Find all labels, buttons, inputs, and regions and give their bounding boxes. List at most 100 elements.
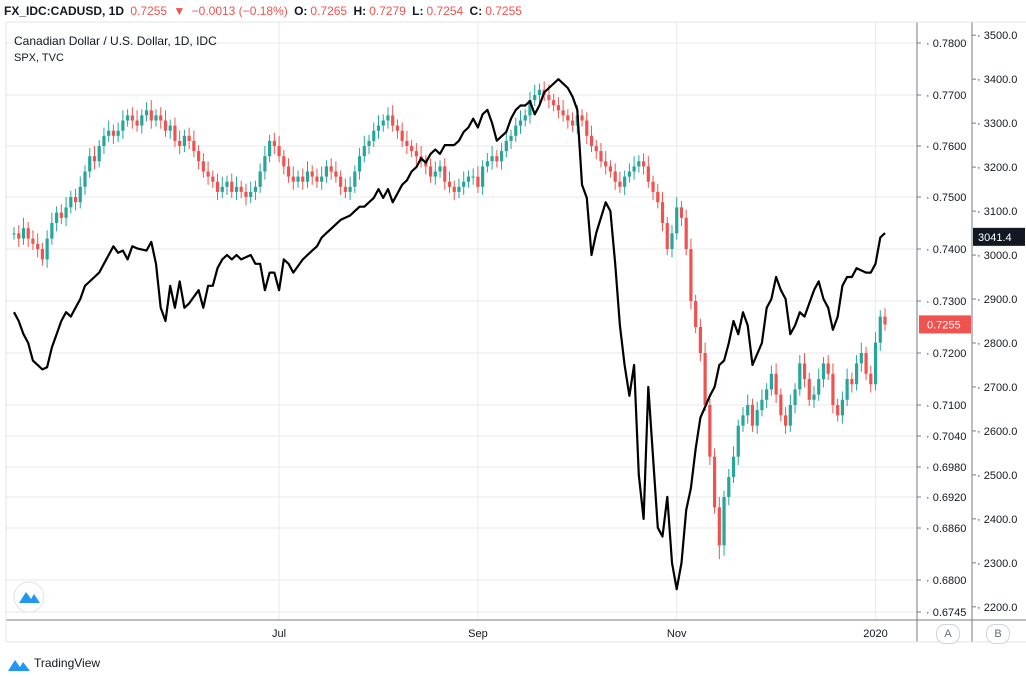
candle-body	[537, 89, 542, 95]
header-high-label: H:	[353, 4, 367, 18]
candle-body	[12, 233, 16, 235]
main-series-legend[interactable]: Canadian Dollar / U.S. Dollar, 1D, IDC	[14, 34, 217, 48]
candle-body	[731, 456, 736, 477]
candle-body	[305, 171, 310, 182]
candle-body	[291, 176, 295, 182]
last-price-badges: 0.7255 3041.4	[919, 227, 1025, 334]
candle-body	[315, 176, 319, 182]
header-symbol: FX_IDC:CADUSD, 1D	[4, 4, 125, 18]
candle-body	[457, 186, 461, 192]
candle-body	[220, 186, 224, 192]
candle-body	[428, 166, 433, 177]
candle-body	[111, 130, 116, 136]
candle-body	[277, 146, 281, 157]
candle-body	[130, 115, 134, 121]
left-axis-label: · 0.7700	[926, 90, 966, 102]
compare-series-legend[interactable]: SPX, TVC	[14, 52, 64, 64]
candle-body	[604, 161, 608, 167]
candle-body	[490, 156, 494, 162]
candle-body	[107, 130, 111, 136]
candle-body	[518, 120, 523, 126]
left-axis-label: · 0.7800	[926, 38, 966, 50]
candle-body	[339, 176, 343, 187]
candle-body	[509, 135, 513, 141]
candle-body	[689, 249, 693, 301]
header-open-label: O:	[294, 4, 308, 18]
candle-body	[854, 363, 859, 385]
header-last-price: 0.7255	[130, 4, 168, 18]
candle-body	[144, 110, 149, 116]
candle-body	[533, 95, 537, 101]
left-axis-label: · 0.6800	[926, 575, 966, 587]
candle-body	[850, 379, 854, 385]
candle-body	[594, 146, 598, 152]
time-axis-label: Sep	[468, 628, 488, 640]
candle-body	[670, 233, 674, 249]
candle-body	[821, 363, 826, 379]
candle-body	[495, 156, 499, 162]
right-axis-label: · 2700.0	[977, 382, 1017, 394]
candle-body	[589, 135, 594, 146]
candle-body	[414, 151, 418, 157]
log-scale-button[interactable]: B	[986, 624, 1010, 644]
candle-body	[163, 120, 168, 131]
candle-body	[197, 151, 201, 162]
candle-body	[168, 125, 172, 131]
candle-body	[26, 228, 30, 239]
left-axis-label: · 0.7300	[926, 296, 966, 308]
candle-body	[788, 405, 792, 426]
candle-body	[230, 181, 234, 192]
candle-body	[523, 115, 527, 121]
logos	[8, 581, 45, 671]
left-price-axis[interactable]: · 0.7800 · 0.7700 · 0.7600 · 0.7500 · 0.7400…	[917, 38, 966, 619]
grid	[6, 22, 917, 620]
time-axis-label: Jul	[272, 628, 286, 640]
candle-body	[802, 363, 807, 379]
right-axis-label: · 3200.0	[977, 162, 1017, 174]
candle-body	[31, 238, 35, 244]
cadusd-last-badge	[919, 315, 971, 334]
right-axis-label: · 2900.0	[977, 294, 1017, 306]
candle-body	[566, 115, 570, 121]
candle-body	[462, 181, 466, 187]
auto-scale-button[interactable]: A	[936, 624, 960, 644]
candle-body	[447, 181, 452, 187]
candle-body	[698, 327, 702, 353]
candle-body	[433, 171, 437, 177]
candle-body	[760, 399, 764, 411]
candle-body	[121, 120, 125, 131]
candle-body	[765, 389, 769, 400]
candle-body	[249, 191, 253, 197]
candle-body	[215, 181, 220, 192]
candle-body	[660, 202, 665, 223]
candle-body	[55, 212, 59, 223]
candle-body	[78, 186, 82, 203]
candle-body	[708, 405, 712, 457]
candle-body	[348, 186, 352, 192]
candle-body	[859, 353, 863, 364]
candle-body	[324, 166, 329, 177]
candle-body	[481, 166, 485, 187]
candle-body	[286, 166, 291, 177]
right-axis-label: · 2600.0	[977, 426, 1017, 438]
right-price-axis[interactable]: · 3500.0 · 3400.0 · 3300.0 · 3200.0 · 3100.0…	[972, 30, 1017, 614]
tradingview-brand-text[interactable]: TradingView	[34, 656, 101, 670]
candle-body	[646, 166, 650, 182]
candle-body	[831, 373, 835, 405]
candle-body	[769, 373, 773, 390]
candle-body	[783, 415, 788, 426]
time-axis[interactable]: JulSepNov2020MarMay	[272, 628, 1026, 640]
candle-body	[386, 115, 390, 121]
tradingview-logo-icon	[8, 660, 30, 671]
spx-last-badge	[973, 227, 1025, 246]
candle-body	[504, 140, 508, 152]
candle-body	[272, 140, 276, 146]
candle-body	[201, 161, 205, 172]
candle-body	[471, 176, 475, 178]
candle-body	[92, 156, 97, 162]
candle-body	[736, 425, 740, 457]
candle-body	[69, 197, 73, 208]
candle-body	[779, 394, 783, 416]
cadusd-last-label: 0.7255	[927, 319, 961, 331]
